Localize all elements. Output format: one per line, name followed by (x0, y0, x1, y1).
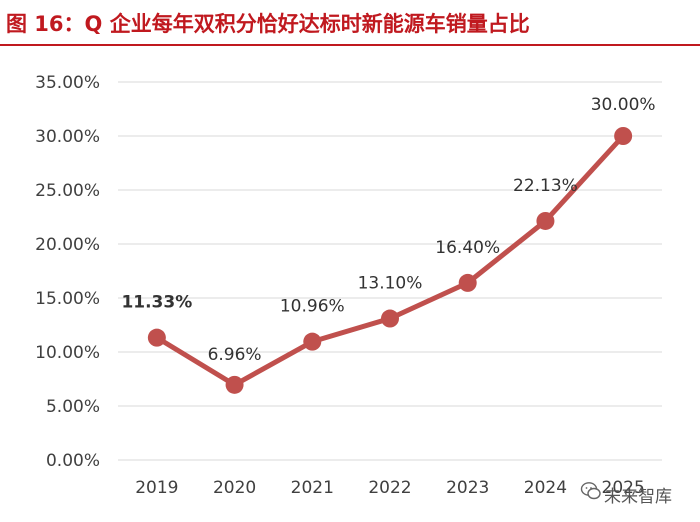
data-point (147, 328, 166, 347)
y-axis-tick-labels: 0.00% 5.00% 10.00% 15.00% 20.00% 25.00% 30.00%… (35, 73, 100, 471)
data-label: 13.10% (358, 274, 423, 294)
figure-title-bar: 图 16：Q 企业每年双积分恰好达标时新能源车销量占比 (0, 0, 700, 46)
data-point (303, 332, 322, 351)
y-tick-label: 35.00% (35, 73, 100, 93)
figure-title: 图 16：Q 企业每年双积分恰好达标时新能源车销量占比 (6, 12, 530, 36)
x-tick-label: 2022 (368, 478, 411, 498)
data-point (536, 211, 555, 230)
x-tick-label: 2025 (602, 478, 645, 498)
data-label: 16.40% (435, 238, 500, 258)
data-label: 6.96% (208, 345, 262, 365)
data-point (458, 273, 477, 292)
x-tick-label: 2021 (291, 478, 334, 498)
y-tick-label: 0.00% (46, 451, 100, 471)
data-point (381, 309, 399, 328)
x-tick-label: 2024 (524, 478, 567, 498)
x-tick-label: 2023 (446, 478, 489, 498)
data-point (225, 375, 244, 394)
wechat-icon (580, 482, 601, 500)
y-tick-label: 25.00% (35, 181, 100, 201)
y-tick-label: 20.00% (35, 235, 100, 255)
x-tick-label: 2019 (135, 478, 178, 498)
gridlines (118, 81, 662, 461)
y-tick-label: 30.00% (35, 127, 100, 147)
series-points (147, 127, 633, 394)
data-point (614, 127, 633, 145)
y-tick-label: 5.00% (46, 397, 100, 417)
x-axis-tick-labels: 2019 2020 2021 2022 2023 2024 2025 (135, 478, 645, 498)
data-labels: 11.33% 6.96% 10.96% 13.10% 16.40% 22.13% 30.00… (121, 95, 655, 365)
y-tick-label: 15.00% (35, 289, 100, 309)
y-tick-label: 10.00% (35, 343, 100, 363)
data-label: 11.33% (121, 293, 192, 313)
data-label: 30.00% (591, 95, 656, 115)
watermark: 未来智库 (580, 478, 690, 508)
watermark-text: 未来智库 (604, 487, 672, 507)
data-label: 10.96% (280, 297, 345, 317)
x-tick-label: 2020 (213, 478, 256, 498)
data-label: 22.13% (513, 176, 578, 196)
title-divider (0, 44, 700, 46)
